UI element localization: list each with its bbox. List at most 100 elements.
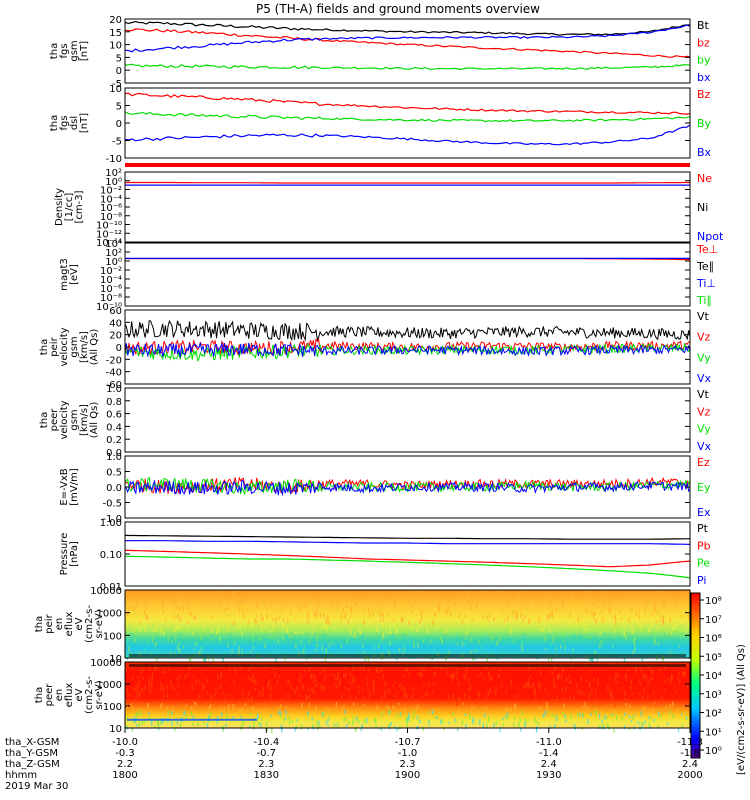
spectrogram-pixel	[385, 644, 388, 650]
spectrogram-pixel	[393, 618, 395, 622]
spectrogram-pixel	[611, 713, 613, 717]
spectrogram-pixel	[501, 608, 503, 612]
spectrogram-pixel	[273, 667, 275, 671]
spectrogram-pixel	[539, 626, 542, 630]
spectrogram-pixel	[185, 702, 187, 707]
spectrogram-pixel	[140, 710, 142, 716]
spectrogram-pixel	[146, 639, 149, 642]
spectrogram-pixel	[653, 718, 655, 722]
spectrogram-pixel	[262, 692, 264, 698]
spectrogram-pixel	[211, 593, 214, 596]
spectrogram-pixel	[487, 595, 490, 600]
spectrogram-pixel	[436, 716, 438, 720]
spectrogram-pixel	[191, 682, 193, 687]
spectrogram-pixel	[299, 693, 301, 696]
spectrogram-pixel	[628, 714, 631, 719]
spectrogram-pixel	[461, 662, 463, 665]
spectrogram-pixel	[509, 708, 511, 713]
spectrogram-pixel	[388, 602, 390, 606]
spectrogram-pixel	[472, 719, 474, 725]
spectrogram-pixel	[470, 651, 472, 655]
spectrogram-pixel	[312, 700, 315, 704]
spectrogram-pixel	[340, 614, 342, 621]
spectrogram-pixel	[406, 721, 408, 728]
spectrogram-pixel	[518, 591, 520, 598]
spectrogram-pixel	[642, 601, 644, 607]
y-tick-label: 10⁴	[105, 239, 122, 250]
spectrogram-pixel	[392, 685, 394, 688]
spectrogram-pixel	[379, 611, 381, 617]
spectrogram-pixel	[399, 712, 402, 716]
spectrogram-pixel	[412, 715, 414, 719]
spectrogram-pixel	[654, 603, 657, 609]
y-tick-label: 1.0	[106, 452, 122, 463]
spectrogram-pixel	[596, 657, 599, 661]
spectrogram-pixel	[660, 590, 662, 596]
spectrogram-pixel	[147, 703, 149, 709]
spectrogram-pixel	[199, 649, 201, 656]
spectrogram-pixel	[674, 690, 677, 695]
spectrogram-pixel	[146, 605, 148, 610]
spectrogram-pixel	[653, 606, 655, 610]
spectrogram-pixel	[253, 721, 255, 726]
spectrogram-pixel	[426, 627, 429, 634]
spectrogram-pixel	[353, 719, 355, 723]
spectrogram-pixel	[445, 609, 447, 613]
spectrogram-pixel	[643, 594, 645, 599]
spectrogram-pixel	[303, 648, 305, 655]
spectrogram-pixel	[669, 703, 671, 709]
spectrogram-pixel	[319, 613, 321, 617]
spectrogram-pixel	[222, 594, 225, 600]
spectrogram-pixel	[211, 698, 213, 701]
y-tick-label: 100	[103, 702, 122, 713]
spectrogram-pixel	[175, 623, 177, 629]
spectrogram-pixel	[189, 611, 192, 615]
spectrogram-pixel	[167, 710, 169, 715]
spectrogram-pixel	[188, 656, 191, 662]
y-axis-label: eflux	[64, 683, 75, 708]
spectrogram-pixel	[364, 606, 366, 612]
spectrogram-pixel	[392, 705, 394, 710]
spectrogram-pixel	[487, 691, 489, 697]
spectrogram-pixel	[591, 610, 593, 616]
spectrogram-pixel	[229, 633, 231, 639]
spectrogram-pixel	[663, 688, 666, 692]
series-line-fgs_gsm-by	[124, 63, 691, 71]
spectrogram-pixel	[178, 626, 181, 631]
spectrogram-pixel	[276, 680, 279, 685]
spectrogram-pixel	[616, 635, 618, 639]
spectrogram-pixel	[531, 626, 533, 629]
spectrogram-pixel	[623, 658, 626, 664]
spectrogram-pixel	[601, 719, 603, 723]
spectrogram-pixel	[151, 683, 153, 690]
spectrogram-pixel	[637, 721, 640, 725]
spectrogram-pixel	[238, 607, 241, 614]
spectrogram-pixel	[328, 714, 331, 718]
spectrogram-pixel	[355, 716, 358, 721]
legend-entry: Vt	[697, 310, 710, 323]
spectrogram-pixel	[179, 633, 181, 636]
spectrogram-pixel	[486, 590, 489, 595]
spectrogram-pixel	[302, 686, 304, 690]
spectrogram-pixel	[316, 720, 318, 725]
spectrogram-pixel	[641, 723, 644, 726]
y-axis-label: velocity	[59, 400, 70, 439]
spectrogram-pixel	[579, 712, 581, 717]
spectrogram-pixel	[269, 630, 271, 633]
series-line-fgs_gsm-bt	[124, 20, 691, 36]
y-tick-label: 10⁰	[105, 257, 122, 268]
spectrogram-pixel	[641, 696, 644, 703]
spectrogram-pixel	[224, 706, 226, 712]
spectrogram-pixel	[308, 640, 311, 643]
spectrogram-pixel	[151, 720, 153, 726]
spectrogram-pixel	[324, 667, 326, 673]
spectrogram-pixel	[375, 625, 377, 632]
legend-entry: Vx	[697, 372, 712, 385]
spectrogram-pixel	[427, 710, 430, 715]
spectrogram-pixel	[155, 665, 157, 670]
spectrogram-pixel	[408, 636, 410, 642]
spectrogram-pixel	[220, 712, 223, 718]
spectrogram-pixel	[472, 657, 474, 661]
spectrogram-pixel	[182, 606, 185, 612]
spectrogram-pixel	[127, 607, 129, 613]
